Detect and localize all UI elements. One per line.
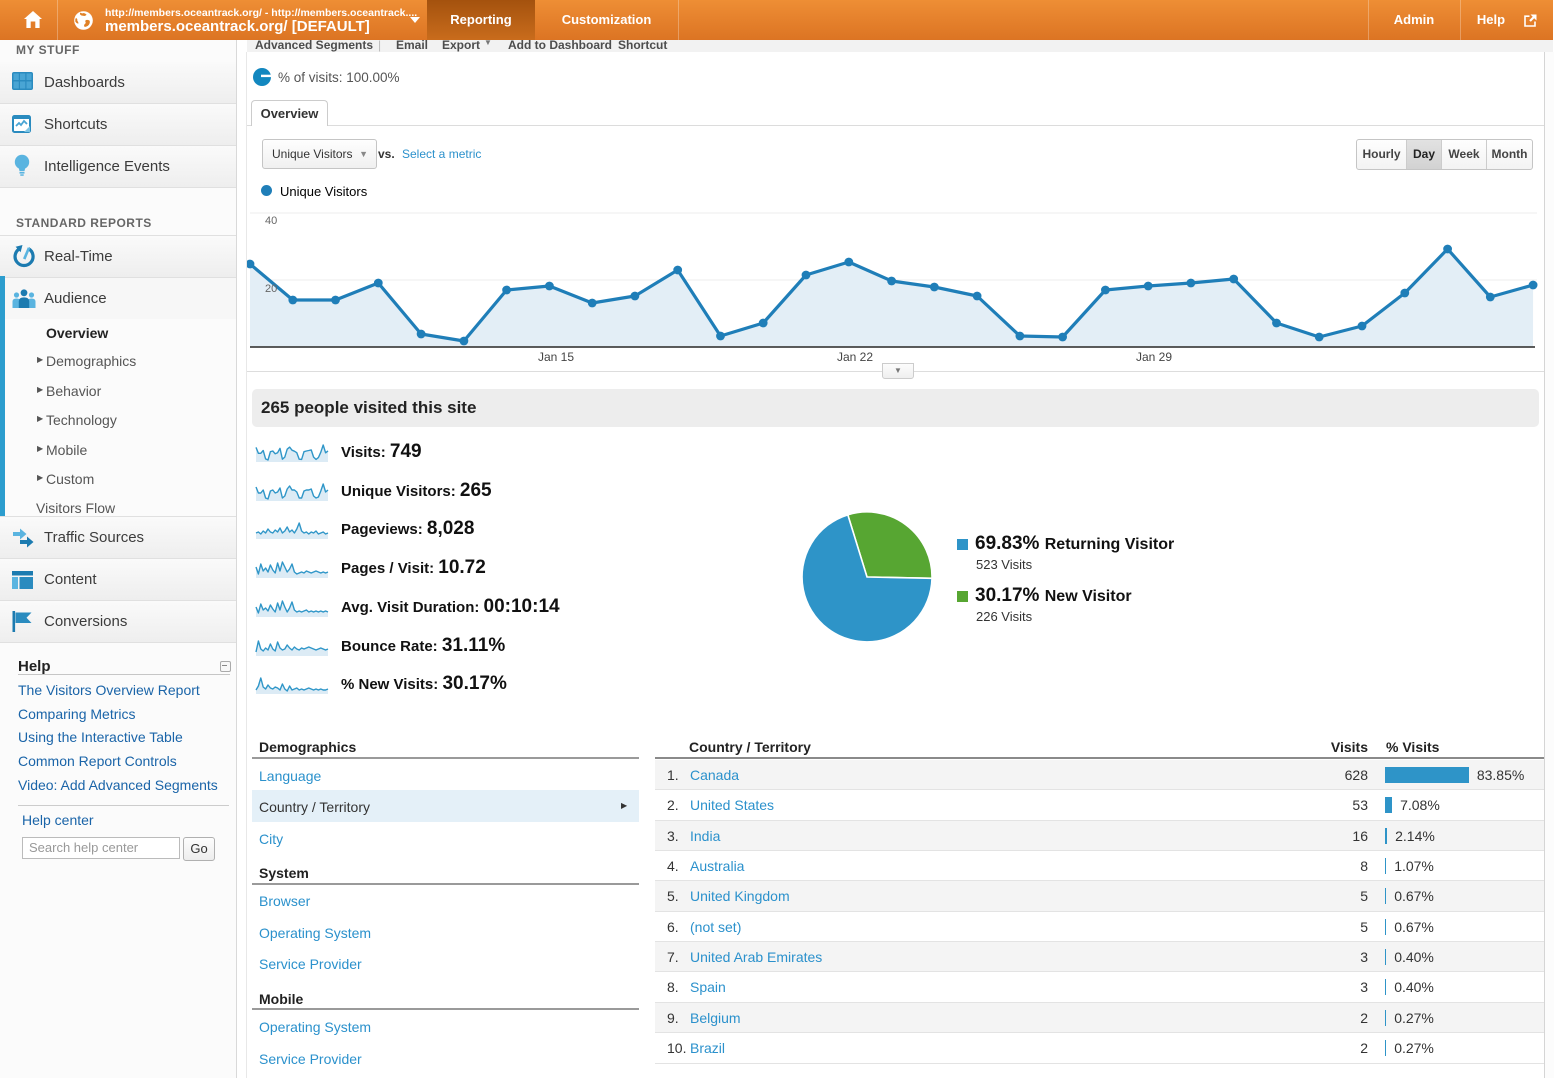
svg-text:40: 40 bbox=[265, 215, 277, 227]
svg-text:Jan 15: Jan 15 bbox=[538, 350, 574, 364]
svg-text:Jan 29: Jan 29 bbox=[1136, 350, 1172, 364]
svg-text:20: 20 bbox=[265, 283, 277, 295]
svg-text:Jan 22: Jan 22 bbox=[837, 350, 873, 364]
